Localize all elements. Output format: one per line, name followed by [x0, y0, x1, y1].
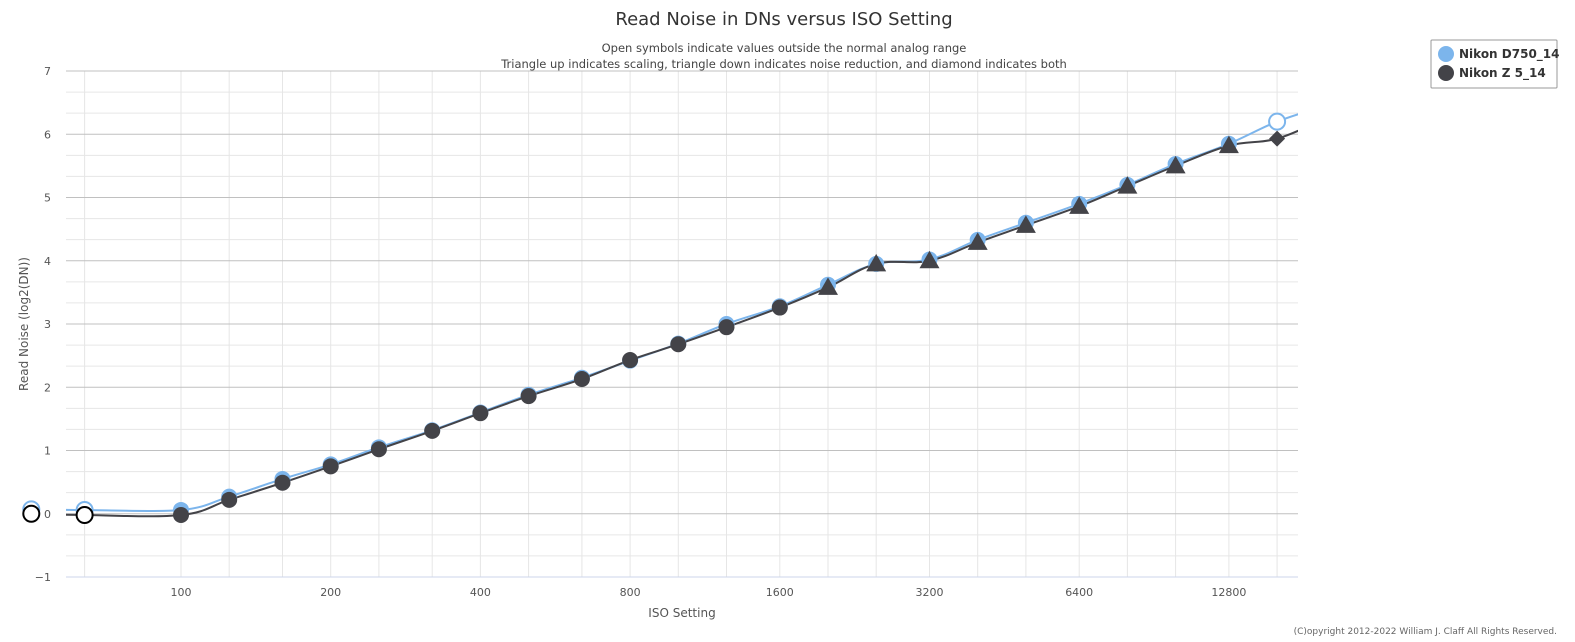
data-point: [322, 458, 339, 475]
legend-swatch-z5: [1438, 65, 1454, 81]
data-point: [424, 422, 441, 439]
x-axis-title: ISO Setting: [648, 606, 715, 620]
x-tick-label: 100: [171, 586, 192, 599]
data-point: [22, 504, 41, 523]
y-axis-title: Read Noise (log2(DN)): [17, 257, 31, 391]
chart-subtitle-line-1: Open symbols indicate values outside the…: [602, 41, 967, 55]
y-tick-label: 6: [44, 128, 51, 141]
data-point: [1268, 112, 1287, 131]
x-tick-label: 400: [470, 586, 491, 599]
legend-swatch-d750: [1438, 46, 1454, 62]
data-point: [670, 336, 687, 353]
legend-item-d750[interactable]: Nikon D750_14: [1438, 46, 1560, 62]
data-point: [573, 371, 590, 388]
y-tick-label: 1: [44, 445, 51, 458]
data-point: [817, 277, 838, 295]
series-area: [66, 113, 1298, 518]
y-tick-label: 7: [44, 65, 51, 78]
data-point: [1218, 135, 1239, 154]
y-tick-label: 3: [44, 318, 51, 331]
legend-box: [1430, 39, 1558, 89]
y-tick-label: 2: [44, 381, 51, 394]
chart-subtitle-line-2: Triangle up indicates scaling, triangle …: [500, 57, 1067, 71]
data-point: [718, 319, 735, 336]
data-point: [771, 299, 788, 316]
data-point: [967, 232, 988, 250]
markers-area: [22, 112, 1287, 525]
data-point: [472, 405, 489, 422]
data-point: [274, 474, 291, 491]
data-point: [866, 253, 887, 272]
x-tick-label: 12800: [1211, 586, 1246, 599]
x-tick-label: 1600: [766, 586, 794, 599]
legend: Nikon D750_14 Nikon Z 5_14: [1430, 39, 1560, 89]
data-point: [520, 388, 537, 405]
x-tick-label: 800: [620, 586, 641, 599]
chart-title: Read Noise in DNs versus ISO Setting: [615, 9, 952, 30]
axes: 100 200 400 800 1600 3200 6400 12800 −1 0 1 2 3 4 5 6 7: [35, 65, 1298, 599]
data-point: [370, 441, 387, 458]
grid: [66, 70, 1298, 578]
x-tick-label: 200: [320, 586, 341, 599]
data-point: [919, 250, 940, 269]
x-tick-label: 3200: [916, 586, 944, 599]
data-point: [1015, 215, 1036, 233]
data-point: [1165, 155, 1186, 174]
data-point: [1117, 176, 1138, 194]
y-tick-label: −1: [35, 571, 51, 584]
y-tick-label: 0: [44, 508, 51, 521]
y-tick-label: 4: [44, 255, 51, 268]
data-point: [173, 507, 189, 524]
data-point: [75, 506, 94, 525]
y-tick-label: 5: [44, 192, 51, 205]
legend-label-z5: Nikon Z 5_14: [1459, 66, 1546, 81]
data-point: [1069, 196, 1090, 214]
data-point: [221, 491, 238, 508]
legend-label-d750: Nikon D750_14: [1459, 47, 1560, 62]
copyright-credits: (C)opyright 2012-2022 William J. Claff A…: [1294, 627, 1557, 637]
legend-item-z5[interactable]: Nikon Z 5_14: [1438, 65, 1546, 81]
x-tick-label: 6400: [1065, 586, 1093, 599]
data-point: [622, 352, 639, 369]
data-point: [1269, 130, 1286, 147]
